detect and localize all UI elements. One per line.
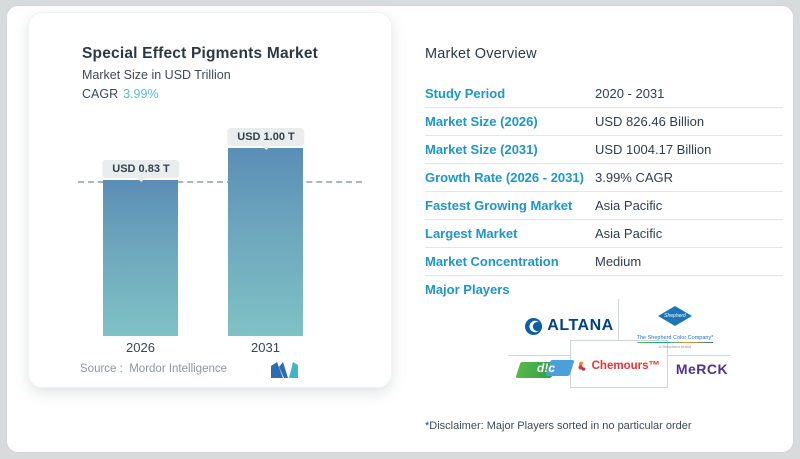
shepherd-diamond-icon: Shepherd <box>658 306 692 326</box>
cagr-label: CAGR <box>82 87 119 101</box>
shepherd-wordmark: Shepherd <box>664 313 686 319</box>
chemours-c-icon <box>578 361 587 371</box>
altana-wordmark: ALTANA <box>547 317 614 334</box>
row-label: Fastest Growing Market <box>425 198 573 213</box>
row-value: 3.99% CAGR <box>595 170 674 185</box>
shepherd-company-line: The Shepherd Color Company* <box>636 335 714 343</box>
shepherd-logo: Shepherd The Shepherd Color Company* A S… <box>633 306 717 349</box>
cagr-value: 3.99% <box>123 87 159 101</box>
row-label: Market Size (2031) <box>425 142 538 157</box>
bar-value-badge-2031: USD 1.00 T <box>227 128 305 146</box>
row-value: 2020 - 2031 <box>595 86 665 101</box>
merck-logo: MeRCK <box>670 361 734 377</box>
table-row: Market Concentration Medium <box>425 248 783 276</box>
chemours-logo: Chemours™ <box>578 355 660 377</box>
table-row: Market Size (2031) USD 1004.17 Billion <box>425 136 783 164</box>
mordor-intelligence-logo-icon <box>271 362 298 378</box>
x-axis-label-2026: 2026 <box>126 340 155 355</box>
altana-circle-icon <box>525 317 543 335</box>
chart-card <box>28 12 392 388</box>
bar-2026 <box>103 179 178 336</box>
bar-2031 <box>228 148 303 336</box>
row-label: Study Period <box>425 86 506 101</box>
source-value: Mordor Intelligence <box>129 363 228 375</box>
players-horizontal-divider-right <box>668 355 731 356</box>
row-value: Asia Pacific <box>595 198 663 213</box>
chart-cagr: CAGR 3.99% <box>82 87 159 101</box>
row-label: Growth Rate (2026 - 2031) <box>425 170 584 185</box>
row-label: Market Concentration <box>425 254 559 269</box>
table-row: Study Period 2020 - 2031 <box>425 80 783 108</box>
table-row: Market Size (2026) USD 826.46 Billion <box>425 108 783 136</box>
major-players-label: Major Players <box>425 282 510 297</box>
x-axis-label-2031: 2031 <box>251 340 280 355</box>
disclaimer-text: *Disclaimer: Major Players sorted in no … <box>425 420 692 432</box>
row-value: Asia Pacific <box>595 226 663 241</box>
row-label: Largest Market <box>425 226 518 241</box>
bar-value-badge-2026: USD 0.83 T <box>102 159 180 178</box>
chemours-wordmark: Chemours™ <box>591 360 660 372</box>
altana-logo: ALTANA <box>521 315 618 337</box>
dic-wordmark: d!c <box>537 361 555 375</box>
players-center-box <box>570 340 668 388</box>
row-label: Market Size (2026) <box>425 114 538 129</box>
overview-table: Study Period 2020 - 2031 Market Size (202… <box>425 80 783 276</box>
overview-title: Market Overview <box>425 46 537 62</box>
merck-wordmark: MeRCK <box>675 361 729 377</box>
chart-subtitle: Market Size in USD Trillion <box>82 68 231 82</box>
players-vertical-divider <box>618 299 619 340</box>
source-attribution: Source : Mordor Intelligence <box>80 363 227 375</box>
row-value: USD 826.46 Billion <box>595 114 705 129</box>
table-row: Growth Rate (2026 - 2031) 3.99% CAGR <box>425 164 783 192</box>
table-row: Fastest Growing Market Asia Pacific <box>425 192 783 220</box>
shepherd-tagline: A Shepherd brand <box>658 344 692 349</box>
players-horizontal-divider-left <box>508 355 570 356</box>
row-value: Medium <box>595 254 642 269</box>
chart-title: Special Effect Pigments Market <box>82 45 318 62</box>
reference-dashed-line <box>78 180 362 183</box>
table-row: Largest Market Asia Pacific <box>425 220 783 248</box>
source-label: Source : <box>80 363 123 375</box>
dic-logo: d!c <box>515 360 575 379</box>
row-value: USD 1004.17 Billion <box>595 142 712 157</box>
